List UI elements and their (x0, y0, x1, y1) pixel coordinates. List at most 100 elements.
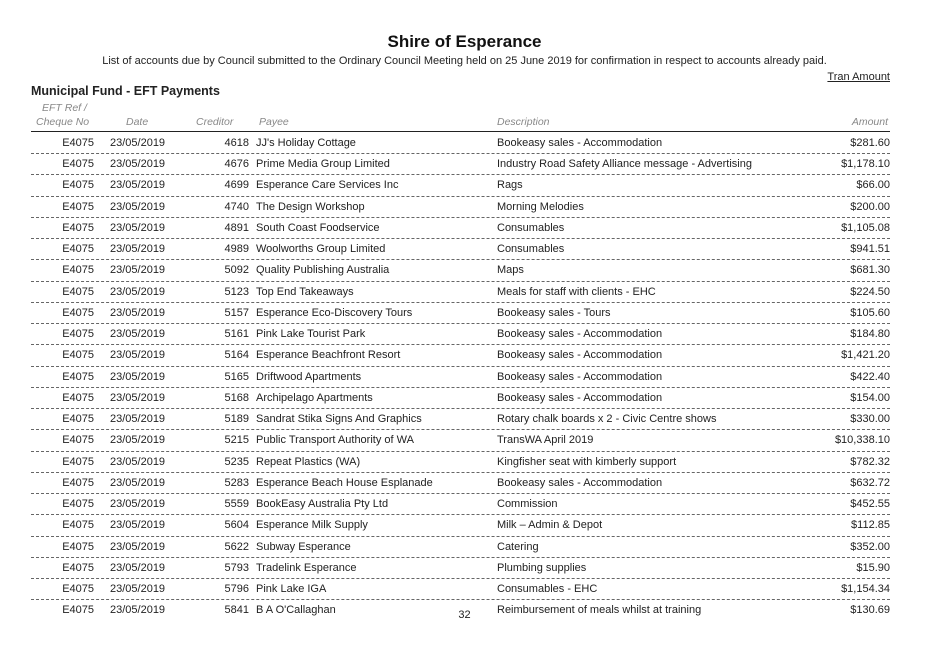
cell-eft-ref: E4075 (62, 540, 94, 553)
cell-eft-ref: E4075 (62, 455, 94, 468)
table-row: E4075 23/05/2019 4618 JJ's Holiday Cottage B… (31, 133, 890, 155)
table-row: E4075 23/05/2019 5164 Esperance Beachfront … (31, 345, 890, 367)
cell-date: 23/05/2019 (110, 370, 166, 383)
cell-creditor: 5092 (224, 264, 249, 277)
table-row: E4075 23/05/2019 5283 Esperance Beach House… (31, 473, 890, 495)
cell-payee: Subway Esperance (256, 540, 351, 553)
cell-description: Bookeasy sales - Tours (497, 306, 611, 319)
cell-description: Plumbing supplies (497, 561, 587, 574)
cell-payee: Esperance Care Services Inc (256, 179, 399, 192)
cell-payee: Pink Lake Tourist Park (256, 328, 366, 341)
cell-description: Milk – Admin & Depot (497, 519, 603, 532)
cell-eft-ref: E4075 (62, 285, 94, 298)
col-header-date: Date (126, 116, 149, 128)
cell-amount: $105.60 (850, 306, 890, 319)
cell-date: 23/05/2019 (110, 434, 166, 447)
cell-description: Consumables (497, 221, 565, 234)
table-row: E4075 23/05/2019 5622 Subway Esperance Cater… (31, 537, 890, 558)
cell-payee: Tradelink Esperance (256, 561, 357, 574)
cell-date: 23/05/2019 (110, 264, 166, 277)
table-row: E4075 23/05/2019 4676 Prime Media Group Lim… (31, 154, 890, 176)
cell-date: 23/05/2019 (110, 455, 166, 468)
cell-description: Rotary chalk boards x 2 - Civic Centre s… (497, 413, 717, 426)
cell-description: TransWA April 2019 (497, 434, 594, 447)
cell-creditor: 5161 (224, 328, 249, 341)
cell-amount: $1,105.08 (841, 221, 890, 234)
cell-creditor: 4891 (224, 221, 249, 234)
cell-description: Rags (497, 179, 523, 192)
cell-eft-ref: E4075 (62, 221, 94, 234)
table-row: E4075 23/05/2019 5841 B A O'Callaghan Reimbu… (31, 600, 890, 621)
table-row: E4075 23/05/2019 5559 BookEasy Australia Pt… (31, 494, 890, 516)
cell-date: 23/05/2019 (110, 391, 166, 404)
cell-description: Kingfisher seat with kimberly support (497, 455, 677, 468)
page-number: 32 (458, 609, 471, 621)
table-row: E4075 23/05/2019 5235 Repeat Plastics (WA) K… (31, 452, 890, 473)
cell-date: 23/05/2019 (110, 243, 166, 256)
tran-amount-label: Tran Amount (827, 71, 890, 83)
col-header-ref-line2: Cheque No (36, 116, 90, 128)
cell-description: Commission (497, 498, 558, 511)
cell-creditor: 4618 (224, 137, 249, 149)
cell-date: 23/05/2019 (110, 561, 166, 574)
cell-amount: $281.60 (850, 137, 890, 149)
cell-amount: $330.00 (850, 413, 890, 426)
cell-eft-ref: E4075 (62, 158, 94, 171)
cell-creditor: 5157 (224, 306, 249, 319)
cell-description: Consumables (497, 243, 565, 256)
cell-amount: $130.69 (850, 604, 890, 617)
cell-payee: South Coast Foodservice (256, 221, 380, 234)
cell-payee: Archipelago Apartments (256, 391, 373, 404)
cell-payee: Esperance Eco-Discovery Tours (256, 306, 413, 319)
cell-payee: BookEasy Australia Pty Ltd (256, 498, 389, 511)
cell-payee: Public Transport Authority of WA (256, 434, 414, 447)
table-row: E4075 23/05/2019 5796 Pink Lake IGA Consumab… (31, 579, 890, 601)
cell-description: Bookeasy sales - Accommodation (497, 328, 663, 341)
cell-creditor: 5559 (224, 498, 249, 511)
cell-amount: $184.80 (850, 328, 890, 341)
cell-eft-ref: E4075 (62, 264, 94, 277)
cell-amount: $200.00 (850, 200, 890, 213)
cell-amount: $352.00 (850, 540, 890, 553)
cell-eft-ref: E4075 (62, 328, 94, 341)
cell-payee: JJ's Holiday Cottage (256, 137, 356, 149)
cell-amount: $941.51 (850, 243, 890, 256)
table-row: E4075 23/05/2019 5123 Top End Takeaways Meal… (31, 282, 890, 303)
table-row: E4075 23/05/2019 5189 Sandrat Stika Signs A… (31, 409, 890, 431)
cell-eft-ref: E4075 (62, 519, 94, 532)
cell-eft-ref: E4075 (62, 434, 94, 447)
col-header-creditor: Creditor (196, 116, 234, 128)
cell-date: 23/05/2019 (110, 604, 166, 617)
cell-description: Meals for staff with clients - EHC (497, 285, 656, 298)
cell-date: 23/05/2019 (110, 349, 166, 362)
cell-payee: B A O'Callaghan (256, 604, 336, 617)
cell-creditor: 5235 (224, 455, 249, 468)
cell-creditor: 5189 (224, 413, 249, 426)
cell-date: 23/05/2019 (110, 200, 166, 213)
cell-creditor: 4676 (224, 158, 249, 171)
table-row: E4075 23/05/2019 4699 Esperance Care Servic… (31, 175, 890, 197)
cell-amount: $452.55 (850, 498, 890, 511)
document-title: Shire of Esperance (387, 32, 542, 51)
cell-description: Bookeasy sales - Accommodation (497, 137, 663, 149)
cell-date: 23/05/2019 (110, 285, 166, 298)
cell-payee: Esperance Beachfront Resort (256, 349, 401, 362)
col-header-ref-line1: EFT Ref / (42, 102, 87, 114)
cell-payee: Esperance Beach House Esplanade (256, 476, 433, 489)
section-title: Municipal Fund - EFT Payments (31, 84, 220, 98)
cell-amount: $15.90 (856, 561, 890, 574)
cell-description: Bookeasy sales - Accommodation (497, 391, 663, 404)
table-row: E4075 23/05/2019 5157 Esperance Eco-Discove… (31, 303, 890, 325)
cell-creditor: 5168 (224, 391, 249, 404)
table-row: E4075 23/05/2019 5165 Driftwood Apartments B… (31, 367, 890, 388)
cell-eft-ref: E4075 (62, 476, 94, 489)
cell-creditor: 5283 (224, 476, 249, 489)
cell-eft-ref: E4075 (62, 604, 94, 617)
cell-creditor: 5841 (224, 604, 249, 617)
cell-date: 23/05/2019 (110, 306, 166, 319)
cell-amount: $1,421.20 (841, 349, 890, 362)
cell-eft-ref: E4075 (62, 200, 94, 213)
cell-eft-ref: E4075 (62, 561, 94, 574)
cell-creditor: 5215 (224, 434, 249, 447)
cell-payee: Woolworths Group Limited (256, 243, 386, 256)
